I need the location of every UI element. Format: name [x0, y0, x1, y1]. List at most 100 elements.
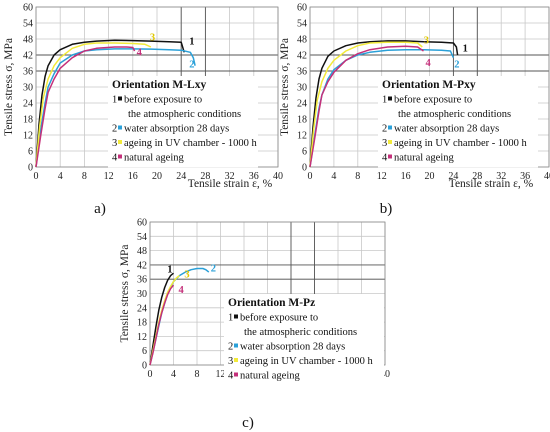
legend-number: 3	[382, 138, 387, 149]
legend-number: 1	[228, 313, 233, 324]
curve-number-label: 2	[454, 59, 459, 70]
y-tick-label: 12	[23, 131, 33, 142]
x-tick-label: 8	[195, 369, 200, 380]
x-axis-label: Tensile strain ε, %	[449, 178, 534, 190]
legend-entry: before exposure to	[394, 95, 472, 106]
legend-swatch	[388, 125, 392, 130]
y-tick-label: 6	[28, 147, 33, 158]
x-tick-label: 0	[148, 369, 153, 380]
x-tick-label: 8	[355, 171, 360, 182]
x-tick-label: 20	[152, 171, 162, 182]
x-tick-label: 28	[472, 171, 482, 182]
y-axis-label: Tensile stress σ, MPa	[279, 38, 291, 136]
series-line-4	[35, 46, 136, 168]
legend-swatch	[234, 358, 238, 362]
series-line-3	[309, 41, 423, 168]
legend-entry: ageing in UV chamber - 1000 h	[394, 138, 528, 149]
legend-entry: water absorption 28 days	[124, 124, 229, 135]
y-axis-label: Tensile stress σ, MPa	[3, 38, 15, 136]
y-tick-label: 60	[297, 3, 307, 14]
legend-number: 1	[112, 95, 117, 106]
y-tick-label: 0	[28, 163, 33, 174]
legend-swatch	[118, 154, 122, 159]
y-tick-label: 0	[302, 163, 307, 174]
y-axis-label: Tensile stress σ, MPa	[119, 244, 131, 342]
legend-entry: natural ageing	[124, 153, 185, 164]
y-tick-label: 24	[23, 99, 33, 110]
chart-title: Orientation M-Pz	[228, 297, 315, 309]
chart-panel-3: 048121620242832364006121824303642485460T…	[119, 218, 390, 432]
y-tick-label: 18	[297, 115, 307, 126]
y-tick-label: 18	[23, 115, 33, 126]
legend-entry-cont: the atmospheric conditions	[128, 109, 241, 120]
y-tick-label: 48	[297, 35, 307, 46]
legend-number: 4	[228, 371, 234, 382]
y-tick-label: 60	[23, 3, 33, 14]
curve-number-label: 2	[189, 59, 194, 70]
series-line-2	[35, 48, 196, 168]
y-tick-label: 18	[137, 318, 147, 329]
series-line-4	[309, 45, 424, 168]
legend-background	[108, 76, 258, 168]
legend-entry: ageing in UV chamber - 1000 h	[240, 356, 374, 367]
legend-number: 1	[382, 95, 387, 106]
legend-entry: natural ageing	[240, 371, 301, 382]
x-tick-label: 40	[544, 171, 550, 182]
x-tick-label: 24	[176, 171, 186, 182]
x-axis-label: Tensile strain ε, %	[188, 178, 273, 190]
x-tick-label: 24	[448, 171, 458, 182]
y-tick-label: 54	[297, 19, 307, 30]
series-line-1	[149, 272, 174, 366]
curve-number-label: 1	[167, 265, 172, 276]
x-tick-label: 0	[308, 171, 313, 182]
x-tick-label: 16	[128, 171, 138, 182]
x-tick-label: 36	[249, 171, 259, 182]
panel-label: b)	[380, 201, 393, 217]
panel-label: c)	[242, 415, 254, 431]
curve-number-label: 3	[184, 269, 189, 280]
legend-entry: before exposure to	[124, 95, 202, 106]
legend-swatch	[118, 96, 122, 101]
y-tick-label: 42	[137, 260, 147, 271]
legend-swatch	[388, 96, 392, 101]
legend: Orientation M-Lxy 1 before exposure to the…	[108, 76, 258, 168]
legend-number: 4	[382, 153, 388, 164]
curve-number-label: 1	[463, 43, 468, 54]
x-tick-label: 28	[200, 171, 210, 182]
legend-background	[378, 76, 538, 168]
y-tick-label: 30	[137, 289, 147, 300]
series-line-3	[35, 42, 152, 168]
series-line-1	[309, 40, 459, 168]
legend-entry: before exposure to	[240, 313, 318, 324]
curve-number-label: 4	[426, 58, 432, 69]
legend-background	[224, 294, 384, 386]
legend-number: 3	[112, 138, 117, 149]
x-tick-label: 4	[331, 171, 336, 182]
legend-number: 2	[112, 124, 117, 135]
y-tick-label: 36	[23, 67, 33, 78]
legend-swatch	[388, 140, 392, 144]
curve-number-label: 1	[189, 37, 194, 48]
y-tick-label: 24	[297, 99, 307, 110]
y-tick-label: 48	[137, 246, 147, 257]
legend-entry-cont: the atmospheric conditions	[398, 109, 511, 120]
x-tick-label: 12	[377, 171, 387, 182]
x-tick-label: 12	[216, 369, 226, 380]
legend-swatch	[118, 140, 122, 144]
panel-label: a)	[94, 201, 106, 217]
y-tick-label: 6	[142, 346, 147, 357]
chart-title: Orientation M-Lxy	[112, 79, 206, 91]
y-tick-label: 30	[23, 83, 33, 94]
legend-swatch	[234, 372, 238, 377]
y-tick-label: 42	[297, 51, 307, 62]
legend-entry: water absorption 28 days	[240, 342, 345, 353]
legend-swatch	[118, 125, 122, 130]
x-tick-label: 8	[82, 171, 87, 182]
x-tick-label: 12	[104, 171, 114, 182]
curve-number-label: 4	[178, 285, 184, 296]
legend: Orientation M-Pz 1 before exposure to the …	[224, 294, 384, 386]
y-tick-label: 42	[23, 51, 33, 62]
x-tick-label: 4	[58, 171, 63, 182]
x-tick-label: 20	[425, 171, 435, 182]
